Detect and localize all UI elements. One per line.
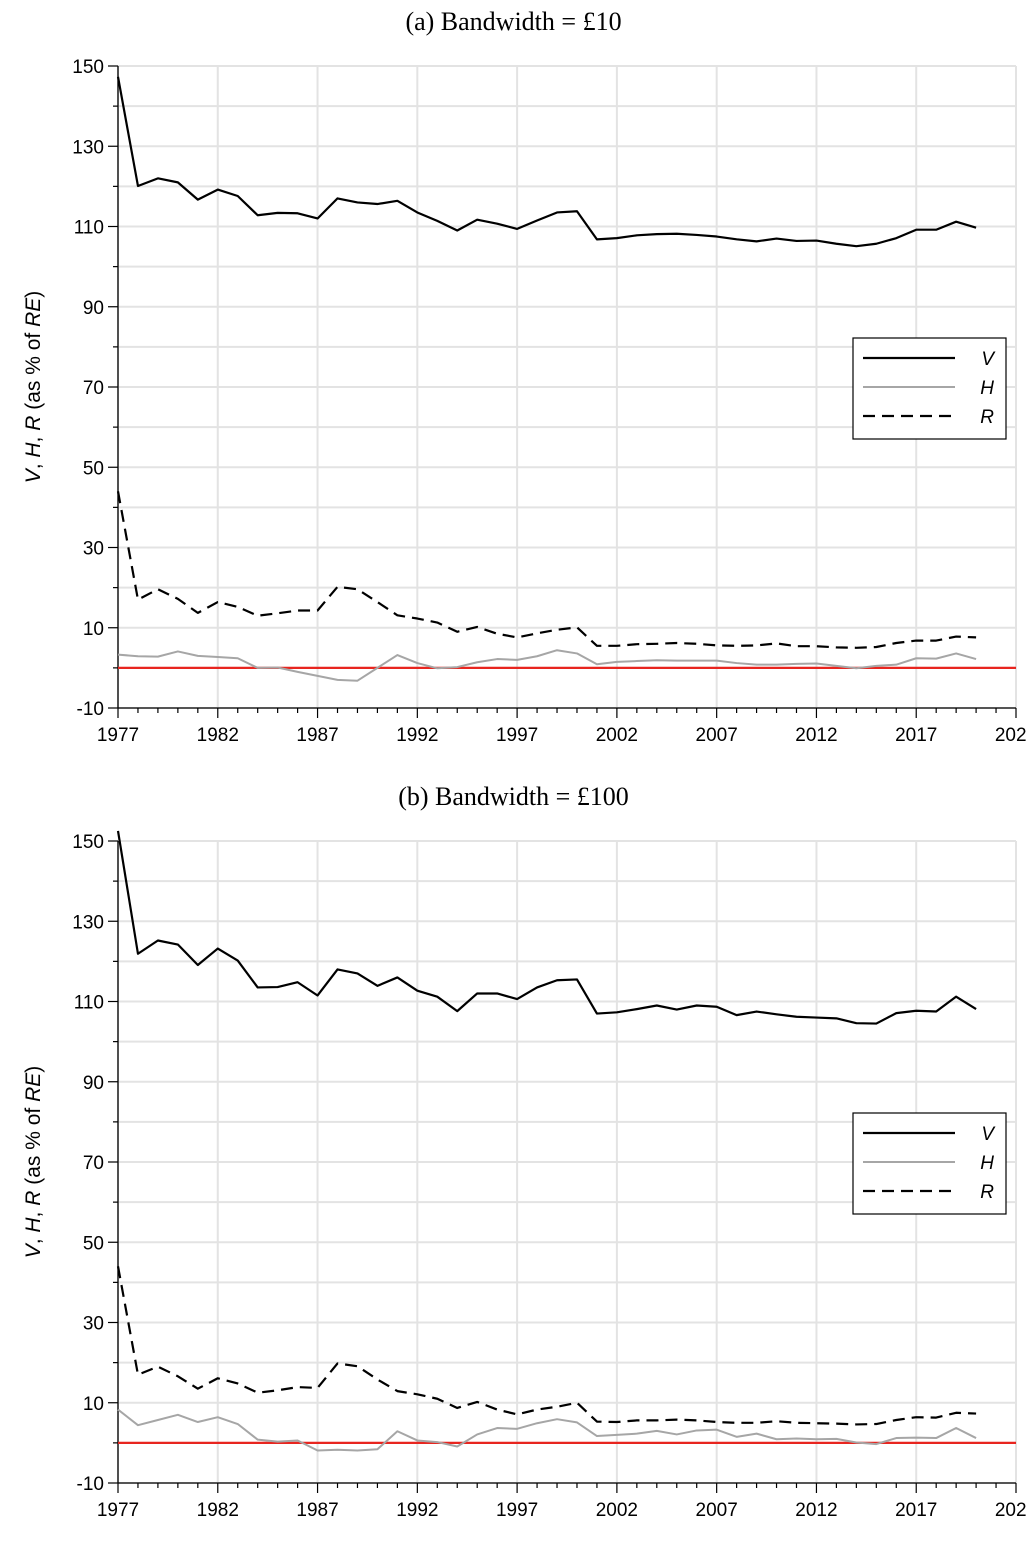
y-axis-label: V, H, R (as % of RE) [22,1066,45,1259]
line-chart: (b) Bandwidth = £100 -10 10 30 50 70 90 110 130 1… [22,782,1027,1521]
x-tick-label: 2022 [995,725,1027,746]
y-tick-label: -10 [77,699,104,720]
y-tick-label: 70 [83,378,104,399]
x-tick-label: 1982 [197,1500,239,1521]
x-tick-label: 1992 [396,725,438,746]
x-tick-label: 1987 [296,725,338,746]
y-tick-label: 110 [74,218,104,239]
x-tick-label: 2007 [696,725,738,746]
y-tick-label: 30 [83,539,104,560]
legend-box [852,337,1007,440]
y-tick-label: 130 [72,137,104,158]
x-tick-label: 2002 [596,1500,638,1521]
chart-title: (b) Bandwidth = £100 [398,782,629,811]
series-line-V [116,76,977,248]
legend: VHR [852,337,1007,440]
x-tick-label: 2012 [795,1500,837,1521]
x-tick-label: 2007 [696,1500,738,1521]
y-tick-label: 150 [72,57,104,78]
x-tick-label: 1987 [296,1500,338,1521]
x-tick-label: 1982 [197,725,239,746]
x-tick-label: 1977 [97,1500,139,1521]
series-line-H [117,649,977,682]
x-tick-label: 2002 [596,725,638,746]
x-tick-label: 2017 [895,725,937,746]
x-tick-label: 2017 [895,1500,937,1521]
line-chart: (a) Bandwidth = £10 -10 10 30 50 70 90 110 130 15… [22,7,1027,746]
y-tick-label: 150 [72,832,104,853]
chart-panel-b: (b) Bandwidth = £100 -10 10 30 50 70 90 110 130 1… [0,775,1027,1550]
y-tick-label: 130 [72,912,104,933]
y-tick-label: 70 [83,1153,104,1174]
series-line-H [117,1408,977,1452]
y-tick-label: 110 [74,993,104,1014]
x-tick-label: 1977 [97,725,139,746]
x-tick-label: 1992 [396,1500,438,1521]
y-tick-label: 10 [83,1394,104,1415]
y-tick-label: 50 [83,458,104,479]
legend-label-V: V [981,1124,996,1145]
x-tick-label: 1997 [496,1500,538,1521]
chart-panel-a: (a) Bandwidth = £10 -10 10 30 50 70 90 110 130 15… [22,7,1027,746]
y-tick-label: -10 [77,1474,104,1495]
series-line-R [116,1266,977,1426]
legend-label-H: H [980,378,994,399]
y-tick-label: 90 [83,298,104,319]
legend-label-R: R [980,407,994,428]
legend: VHR [852,1112,1007,1215]
x-tick-label: 1997 [496,725,538,746]
y-tick-label: 30 [83,1314,104,1335]
y-tick-label: 50 [83,1233,104,1254]
x-tick-label: 2022 [995,1500,1027,1521]
y-tick-label: 90 [83,1073,104,1094]
x-tick-label: 2012 [795,725,837,746]
chart-title: (a) Bandwidth = £10 [405,7,621,36]
series-line-R [116,491,977,649]
legend-box [852,1112,1007,1215]
legend-label-V: V [981,349,996,370]
y-axis-label: V, H, R (as % of RE) [22,291,45,484]
legend-label-H: H [980,1153,994,1174]
legend-label-R: R [980,1182,994,1203]
series-line-V [116,830,977,1025]
y-tick-label: 10 [83,619,104,640]
